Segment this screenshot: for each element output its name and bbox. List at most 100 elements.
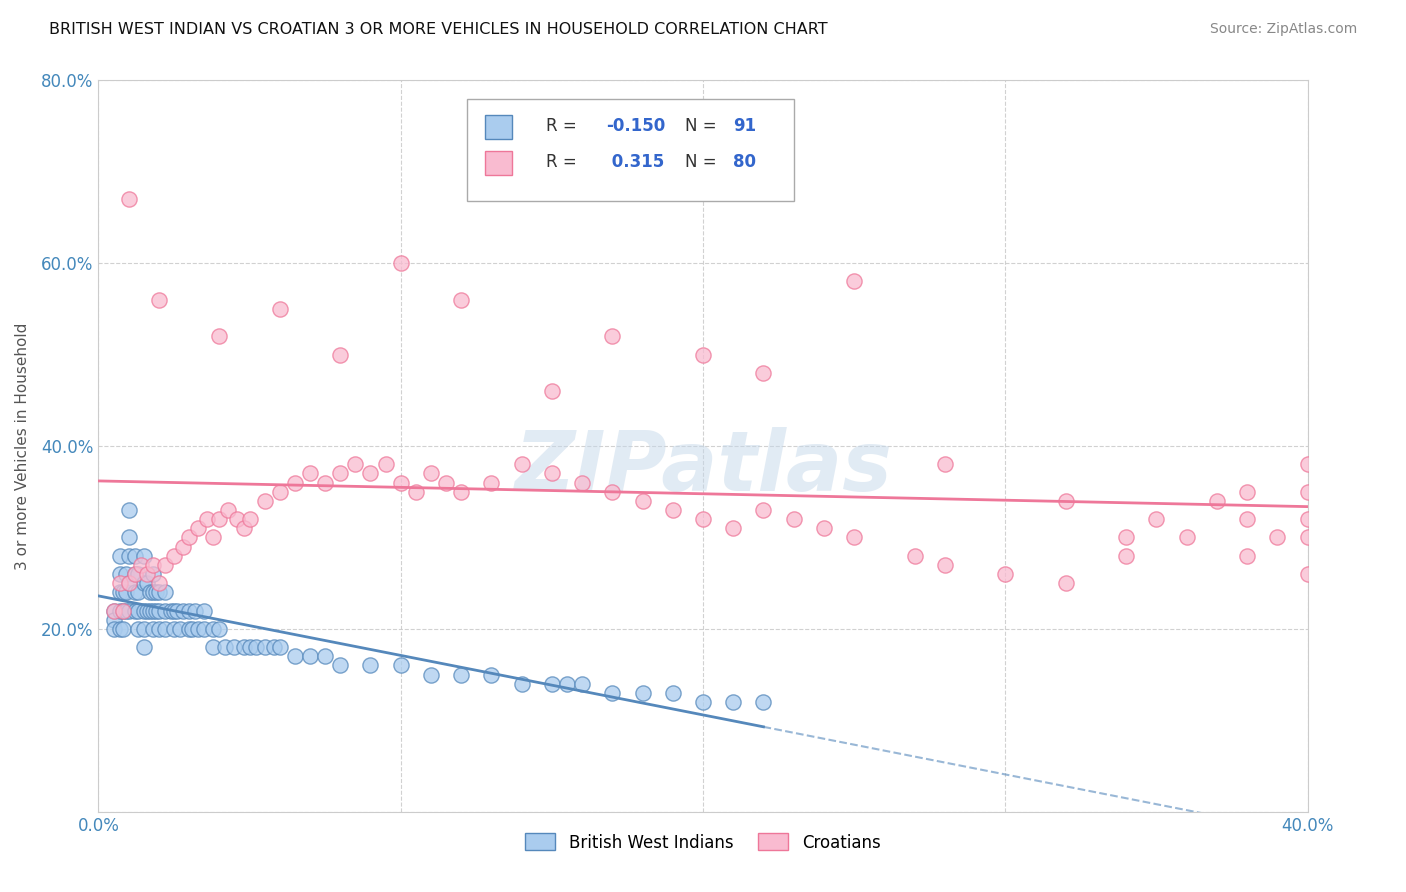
Point: [723, 695, 745, 709]
Point: [124, 567, 146, 582]
Point: [239, 640, 262, 655]
Point: [132, 640, 155, 655]
Point: [510, 676, 533, 690]
Point: [153, 603, 176, 617]
Point: [103, 603, 125, 617]
Point: [450, 484, 472, 499]
Point: [153, 622, 176, 636]
Point: [540, 676, 562, 690]
Point: [127, 622, 149, 636]
Point: [450, 667, 472, 681]
Point: [1296, 457, 1319, 471]
Point: [389, 256, 412, 270]
Point: [187, 622, 209, 636]
Point: [139, 585, 162, 599]
Point: [148, 585, 170, 599]
Point: [163, 622, 186, 636]
Text: -0.150: -0.150: [606, 117, 665, 135]
FancyBboxPatch shape: [485, 152, 512, 176]
Point: [253, 640, 276, 655]
Point: [1115, 530, 1137, 544]
Point: [481, 667, 503, 681]
Legend: British West Indians, Croatians: British West Indians, Croatians: [519, 827, 887, 858]
Point: [193, 622, 215, 636]
Point: [163, 603, 186, 617]
Point: [214, 640, 236, 655]
Text: Source: ZipAtlas.com: Source: ZipAtlas.com: [1209, 22, 1357, 37]
Point: [602, 686, 624, 700]
Point: [1296, 530, 1319, 544]
Point: [420, 467, 443, 481]
Text: R =: R =: [546, 153, 576, 171]
Point: [360, 658, 382, 673]
Text: N =: N =: [685, 153, 717, 171]
Point: [114, 603, 136, 617]
Point: [187, 521, 209, 535]
Point: [135, 567, 157, 582]
Point: [253, 494, 276, 508]
Point: [118, 576, 141, 591]
Point: [434, 475, 457, 490]
Point: [124, 549, 146, 563]
Point: [284, 475, 307, 490]
Point: [127, 603, 149, 617]
Point: [813, 521, 835, 535]
Point: [1144, 512, 1167, 526]
Point: [139, 603, 162, 617]
Point: [783, 512, 806, 526]
Point: [103, 613, 125, 627]
Point: [571, 475, 593, 490]
Point: [208, 329, 231, 343]
Point: [111, 585, 134, 599]
Point: [111, 603, 134, 617]
Point: [135, 576, 157, 591]
Point: [172, 603, 194, 617]
Point: [124, 585, 146, 599]
Point: [108, 567, 131, 582]
Point: [314, 475, 336, 490]
Point: [179, 603, 201, 617]
Point: [132, 622, 155, 636]
Point: [124, 567, 146, 582]
Point: [692, 695, 714, 709]
Point: [127, 585, 149, 599]
Point: [405, 484, 427, 499]
Point: [217, 503, 239, 517]
Point: [299, 649, 322, 664]
Point: [148, 622, 170, 636]
Point: [602, 484, 624, 499]
FancyBboxPatch shape: [467, 99, 793, 201]
Text: 91: 91: [734, 117, 756, 135]
Point: [145, 603, 167, 617]
Text: ZIPatlas: ZIPatlas: [515, 427, 891, 508]
Point: [127, 567, 149, 582]
Point: [1054, 494, 1077, 508]
FancyBboxPatch shape: [485, 115, 512, 139]
Point: [129, 558, 152, 572]
Point: [195, 512, 218, 526]
Point: [1115, 549, 1137, 563]
Point: [752, 366, 775, 380]
Point: [1296, 512, 1319, 526]
Point: [389, 475, 412, 490]
Point: [661, 686, 683, 700]
Point: [108, 549, 131, 563]
Point: [142, 558, 165, 572]
Text: 0.315: 0.315: [606, 153, 665, 171]
Point: [904, 549, 927, 563]
Point: [344, 457, 367, 471]
Point: [269, 484, 291, 499]
Point: [329, 467, 352, 481]
Point: [166, 603, 188, 617]
Point: [103, 603, 125, 617]
Point: [934, 558, 956, 572]
Point: [232, 521, 254, 535]
Point: [994, 567, 1017, 582]
Point: [111, 622, 134, 636]
Y-axis label: 3 or more Vehicles in Household: 3 or more Vehicles in Household: [15, 322, 30, 570]
Point: [481, 475, 503, 490]
Point: [1236, 484, 1258, 499]
Point: [752, 503, 775, 517]
Point: [202, 622, 225, 636]
Text: 80: 80: [734, 153, 756, 171]
